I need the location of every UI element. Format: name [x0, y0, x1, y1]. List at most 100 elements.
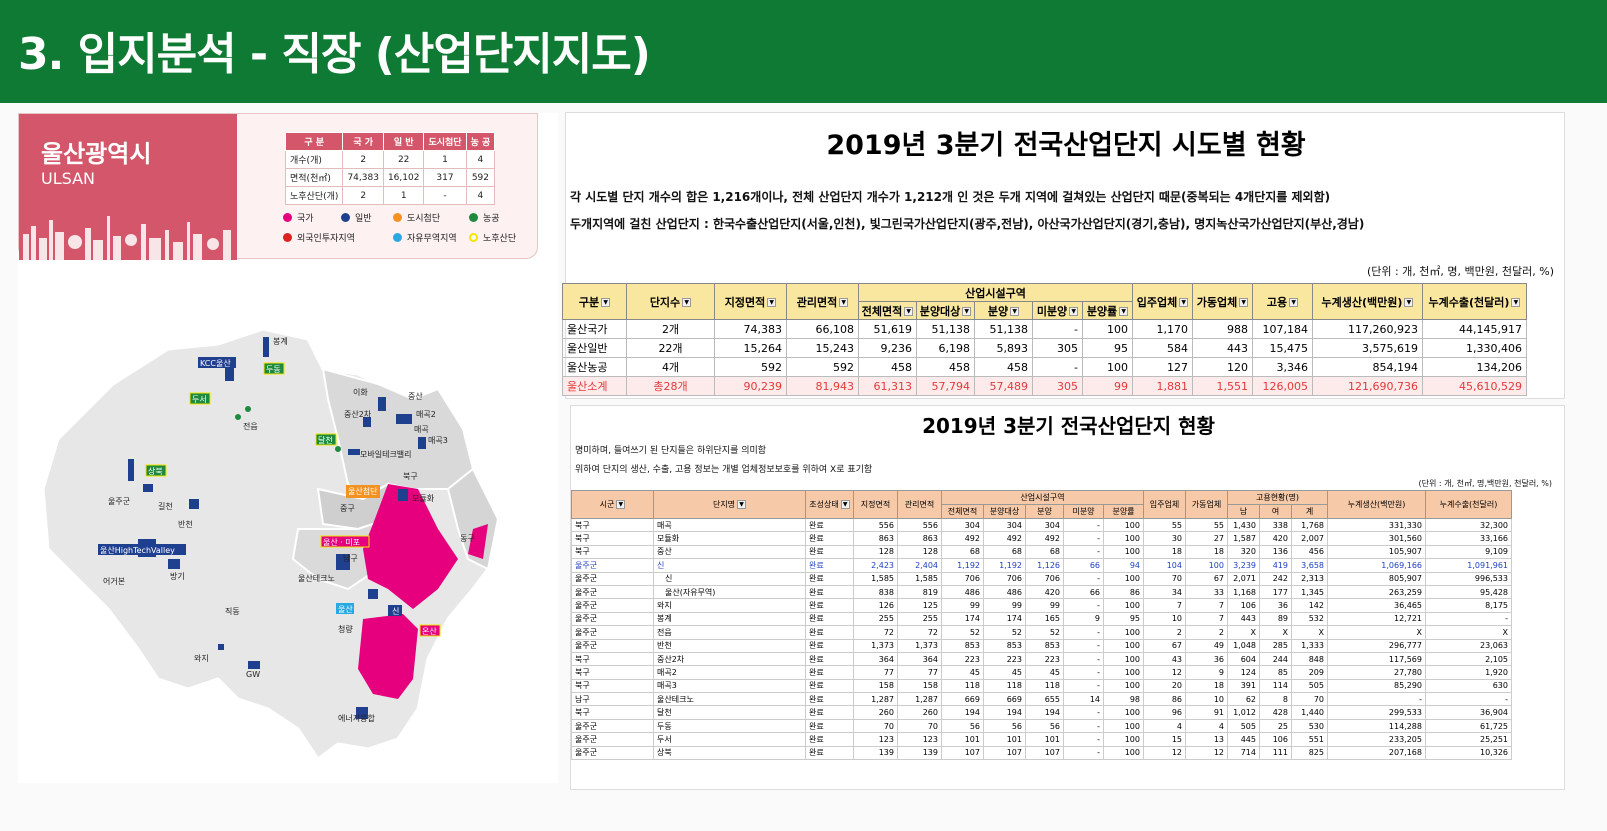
table-cell[interactable]: 68 — [983, 544, 1026, 560]
table-cell[interactable]: 1,345 — [1291, 584, 1328, 600]
col-header[interactable]: 시군 ▼ — [571, 490, 654, 519]
table-cell[interactable]: 55 — [1185, 517, 1228, 533]
table-cell[interactable]: 255 — [897, 611, 942, 627]
table-cell[interactable]: 139 — [853, 745, 898, 761]
table-cell[interactable]: 124 — [1227, 665, 1260, 680]
table-cell[interactable]: 445 — [1227, 732, 1260, 747]
table-cell[interactable]: 18 — [1185, 544, 1228, 560]
table-cell[interactable]: 36,904 — [1425, 705, 1512, 720]
table-cell[interactable]: 100 — [1103, 531, 1144, 546]
table-cell[interactable]: 15,243 — [786, 338, 859, 358]
table-cell[interactable]: 165 — [1025, 611, 1064, 627]
table-cell[interactable]: X — [1259, 625, 1292, 640]
table-cell[interactable]: 486 — [941, 584, 984, 600]
table-cell[interactable]: 100 — [1103, 544, 1144, 560]
col-header[interactable]: 단지명 ▼ — [653, 490, 806, 519]
table-row[interactable]: 북구 중산2차 완료 364 364 223 223 223-100 43 36 604 244 848… — [571, 651, 1512, 667]
table-cell[interactable]: - — [1063, 598, 1104, 613]
table-cell[interactable]: 3,239 — [1227, 558, 1260, 573]
table-cell[interactable]: 391 — [1227, 678, 1260, 694]
table-cell[interactable]: 301,560 — [1327, 531, 1426, 546]
table-cell[interactable]: 364 — [897, 651, 942, 667]
table-cell[interactable]: 1,551 — [1192, 376, 1253, 396]
table-cell[interactable]: 114 — [1259, 678, 1292, 694]
table-cell[interactable]: 울산일반 — [562, 338, 627, 358]
table-cell[interactable]: 완료 — [805, 584, 854, 600]
table-cell[interactable]: 233,205 — [1327, 732, 1426, 747]
table-cell[interactable]: 136 — [1259, 544, 1292, 560]
table-cell[interactable]: 223 — [1025, 651, 1064, 667]
table-cell[interactable]: 12,721 — [1327, 611, 1426, 627]
table-cell[interactable]: - — [1063, 625, 1104, 640]
table-cell[interactable]: - — [1063, 732, 1104, 747]
table-cell[interactable]: 32,300 — [1425, 517, 1512, 533]
table-cell[interactable]: - — [1032, 319, 1083, 339]
col-header[interactable]: 가동업체 — [1185, 490, 1228, 519]
table-row[interactable]: 북구 모듈화 완료 863 863 492 492 492-100 30 27 1,587 420 2,… — [571, 531, 1512, 546]
table-cell[interactable]: 완료 — [805, 517, 854, 533]
table-cell[interactable]: 36,465 — [1327, 598, 1426, 613]
col-header[interactable]: 분양 ▼ — [974, 301, 1033, 320]
table-cell[interactable]: 98 — [1103, 692, 1144, 707]
table-cell[interactable]: 2,423 — [853, 558, 898, 573]
table-cell[interactable]: 68 — [1025, 544, 1064, 560]
table-cell[interactable]: X — [1291, 625, 1328, 640]
table-cell[interactable]: 99 — [941, 598, 984, 613]
table-cell[interactable]: - — [1063, 531, 1104, 546]
table-cell[interactable]: 울주군 — [571, 745, 654, 761]
table-cell[interactable]: 194 — [1025, 705, 1064, 720]
col-header[interactable]: 분양대상 ▼ — [916, 301, 975, 320]
table-cell[interactable]: 25 — [1259, 718, 1292, 734]
table-cell[interactable]: 9 — [1185, 665, 1228, 680]
table-cell[interactable]: 44,145,917 — [1422, 319, 1527, 339]
table-cell[interactable]: 1,170 — [1132, 319, 1193, 339]
table-cell[interactable]: 428 — [1259, 705, 1292, 720]
table-cell[interactable]: 45 — [983, 665, 1026, 680]
table-cell[interactable]: 27,780 — [1327, 665, 1426, 680]
table-cell[interactable]: 45 — [941, 665, 984, 680]
table-cell[interactable]: 100 — [1103, 517, 1144, 533]
table-cell[interactable]: 458 — [858, 357, 917, 377]
table-cell[interactable]: 울주군 — [571, 625, 654, 640]
table-cell[interactable]: 530 — [1291, 718, 1328, 734]
table-cell[interactable]: 853 — [983, 638, 1026, 653]
table-cell[interactable]: 반천 — [653, 638, 806, 653]
table-cell[interactable]: 101 — [1025, 732, 1064, 747]
table-cell[interactable]: 320 — [1227, 544, 1260, 560]
table-cell[interactable]: 458 — [974, 357, 1033, 377]
table-cell[interactable]: 완료 — [805, 678, 854, 694]
table-cell[interactable]: 486 — [983, 584, 1026, 600]
table-row[interactable]: 북구 중산 완료 128 128 68 68 68-100 18 18 320 136 456 105,9… — [571, 544, 1512, 560]
table-cell[interactable]: 1,168 — [1227, 584, 1260, 600]
table-cell[interactable]: 10,326 — [1425, 745, 1512, 761]
table-cell[interactable]: 1,287 — [853, 692, 898, 707]
table-cell[interactable]: 34 — [1143, 584, 1186, 600]
col-header[interactable]: 입주업체 — [1143, 490, 1186, 519]
table-cell[interactable]: 126,005 — [1252, 376, 1313, 396]
table-row[interactable]: 북구 매곡2 완료 77 77 45 45 45-100 12 9 124 85 209 27,780 1,… — [571, 665, 1512, 680]
filter-dropdown-icon[interactable]: ▼ — [767, 298, 777, 307]
table-row[interactable]: 울산소계 총28개 90,239 81,943 61,313 57,794 57,489 30… — [562, 376, 1527, 396]
table-cell[interactable]: 완료 — [805, 718, 854, 734]
table-cell[interactable]: 134,206 — [1422, 357, 1527, 377]
table-cell[interactable]: 완료 — [805, 571, 854, 586]
table-cell[interactable]: 95,428 — [1425, 584, 1512, 600]
table-cell[interactable]: 77 — [897, 665, 942, 680]
table-cell[interactable]: 중산2차 — [653, 651, 806, 667]
table-cell[interactable]: - — [1063, 705, 1104, 720]
table-cell[interactable]: 996,533 — [1425, 571, 1512, 586]
table-cell[interactable]: 331,330 — [1327, 517, 1426, 533]
table-cell[interactable]: 207,168 — [1327, 745, 1426, 761]
table-cell[interactable]: 100 — [1185, 558, 1228, 573]
table-cell[interactable]: 27 — [1185, 531, 1228, 546]
table-cell[interactable]: 15 — [1143, 732, 1186, 747]
col-header[interactable]: 지정면적 — [853, 490, 898, 519]
table-cell[interactable]: 5,893 — [974, 338, 1033, 358]
table-cell[interactable]: 1,192 — [941, 558, 984, 573]
table-cell[interactable]: 울주군 — [571, 598, 654, 613]
table-cell[interactable]: 와지 — [653, 598, 806, 613]
table-cell[interactable]: 100 — [1103, 598, 1144, 613]
table-cell[interactable]: 중산 — [653, 544, 806, 560]
table-cell[interactable]: 107 — [983, 745, 1026, 761]
col-header[interactable]: 단지수 ▼ — [626, 283, 715, 320]
